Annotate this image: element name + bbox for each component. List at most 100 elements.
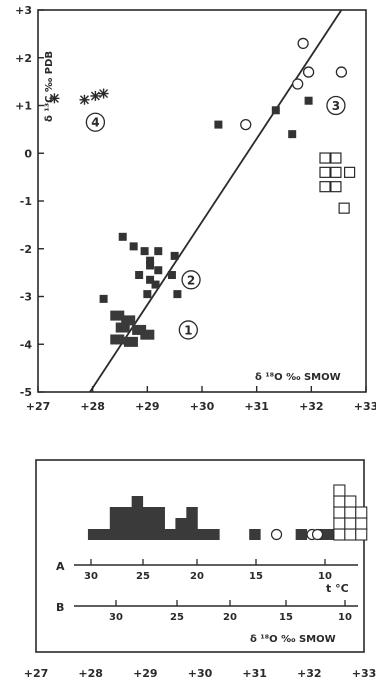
scale-a-tick-label: 15 <box>249 571 263 582</box>
x-tick-label: +33 <box>354 400 376 413</box>
scale-a-tick-label: 25 <box>136 571 150 582</box>
open-square-marker <box>330 166 342 178</box>
star-marker <box>79 94 90 105</box>
histogram-x-axis-title: δ ¹⁸O ‰ SMOW <box>250 634 336 645</box>
filled-patch-marker <box>115 322 130 333</box>
histogram-open-circle <box>270 528 283 541</box>
filled-square-marker <box>170 251 179 260</box>
star-marker <box>90 90 101 101</box>
group-circle <box>85 112 106 132</box>
filled-square-marker <box>146 256 155 265</box>
filled-square-marker <box>146 275 155 284</box>
histogram-x-tick-label: +33 <box>352 667 376 680</box>
histogram-open-square <box>344 528 357 541</box>
histogram-bar <box>164 529 176 540</box>
histogram-frame <box>35 459 365 653</box>
y-tick-label: -2 <box>20 243 32 256</box>
scale-b-tick-label: 10 <box>338 612 352 623</box>
histogram-bar <box>142 507 155 540</box>
group-label: 1 <box>184 323 192 337</box>
histogram-bar <box>131 496 144 540</box>
group-circle <box>181 270 201 290</box>
y-tick-label: -4 <box>20 338 33 351</box>
scale-a-tick-label: 20 <box>190 571 204 582</box>
histogram-bar <box>249 529 261 540</box>
filled-square-marker <box>129 242 138 251</box>
scale-b-tick-label: 15 <box>279 612 293 623</box>
histogram-open-circle <box>311 528 324 541</box>
y-tick-label: -3 <box>20 291 32 304</box>
histogram-x-tick-label: +27 <box>24 667 49 680</box>
group-label: 4 <box>91 116 99 130</box>
histogram-open-square <box>344 506 357 519</box>
histogram-bar <box>175 518 187 540</box>
histogram-bar <box>197 529 209 540</box>
histogram-open-square <box>355 517 368 530</box>
scale-a-tick-label: 30 <box>84 571 98 582</box>
open-circle-marker <box>292 78 304 90</box>
scale-b-label: B <box>56 601 64 614</box>
scale-b-tick-label: 30 <box>109 612 123 623</box>
group-circle <box>326 95 346 116</box>
group-circle <box>178 320 198 340</box>
histogram-bar <box>153 507 165 540</box>
filled-square-marker <box>288 130 297 139</box>
open-circle-marker <box>240 118 252 131</box>
filled-patch-marker <box>140 329 155 340</box>
filled-patch-marker <box>123 336 138 347</box>
histogram-open-square <box>355 506 368 519</box>
filled-square-marker <box>167 271 176 280</box>
filled-square-marker <box>214 120 223 129</box>
histogram-open-square <box>333 495 346 508</box>
x-tick-label: +32 <box>299 400 324 413</box>
scatter-panel: +3 +2 +1 0 -1 -2 -3 -4 -5+27 +28 +29 +30 +31 +32 +33 δ … <box>15 4 376 413</box>
histogram-open-square <box>344 517 357 530</box>
group-label: 3 <box>332 99 340 113</box>
histogram-x-tick-label: +29 <box>133 667 158 680</box>
histogram-open-square <box>333 484 346 497</box>
histogram-x-tick-label: +28 <box>78 667 103 680</box>
filled-square-marker <box>154 266 163 275</box>
open-square-marker <box>344 166 356 178</box>
filled-square-marker <box>304 96 313 105</box>
scale-b-tick-label: 20 <box>223 612 237 623</box>
open-square-marker <box>330 152 342 164</box>
star-marker <box>98 88 109 99</box>
histogram-bar <box>87 529 100 540</box>
histogram-bar <box>120 507 133 540</box>
scale-a-unit: t °C <box>326 582 349 595</box>
filled-square-marker <box>135 271 144 280</box>
histogram-x-tick-label: +30 <box>188 667 213 680</box>
open-circle-marker <box>335 66 348 78</box>
filled-square-marker <box>151 280 160 289</box>
filled-patch-marker <box>110 334 125 345</box>
scale-a-tick-label: 10 <box>318 571 332 582</box>
y-tick-label: 0 <box>24 147 32 160</box>
scale-b-tick-label: 25 <box>170 612 184 623</box>
histogram-bar <box>186 507 198 540</box>
open-square-marker <box>338 202 350 214</box>
histogram-bar <box>317 529 329 540</box>
open-square-marker <box>330 181 342 193</box>
scale-a-label: A <box>56 560 65 573</box>
histogram-x-tick-label: +32 <box>297 667 322 680</box>
histogram-bar <box>295 529 308 540</box>
star-marker <box>49 93 60 104</box>
histogram-open-square <box>355 528 368 541</box>
filled-square-marker <box>173 290 182 299</box>
histogram-x-tick-label: +31 <box>242 667 267 680</box>
open-square-marker <box>319 152 331 164</box>
filled-square-marker <box>154 247 163 256</box>
x-tick-label: +27 <box>26 400 51 413</box>
x-tick-label: +28 <box>80 400 105 413</box>
filled-square-marker <box>146 261 155 270</box>
filled-square-marker <box>140 247 149 256</box>
x-axis-title: δ ¹⁸O ‰ SMOW <box>255 372 341 383</box>
x-tick-label: +31 <box>244 400 269 413</box>
y-tick-label: -1 <box>20 195 32 208</box>
filled-patch-marker <box>132 324 147 335</box>
open-square-marker <box>319 181 331 193</box>
histogram-bar <box>98 529 111 540</box>
